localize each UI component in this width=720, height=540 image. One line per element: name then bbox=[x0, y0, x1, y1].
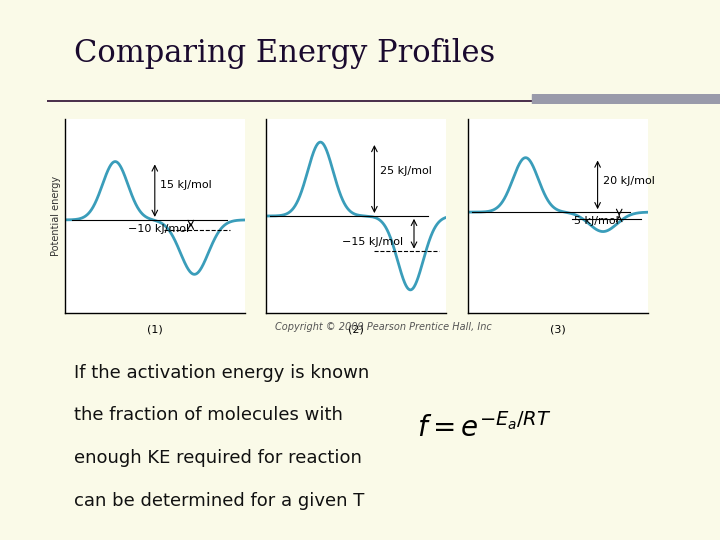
Text: 20 kJ/mol: 20 kJ/mol bbox=[603, 176, 655, 186]
Text: can be determined for a given T: can be determined for a given T bbox=[73, 492, 364, 510]
Bar bbox=[531, 94, 720, 104]
Text: Comparing Energy Profiles: Comparing Energy Profiles bbox=[73, 38, 495, 69]
Text: −15 kJ/mol: −15 kJ/mol bbox=[342, 237, 403, 246]
Text: $\mathit{f} = \mathit{e}^{-E_a/RT}$: $\mathit{f} = \mathit{e}^{-E_a/RT}$ bbox=[417, 413, 552, 443]
Text: Copyright © 2009 Pearson Prentice Hall, Inc: Copyright © 2009 Pearson Prentice Hall, … bbox=[275, 322, 492, 332]
Text: 5 kJ/mol: 5 kJ/mol bbox=[575, 216, 619, 226]
Text: (2): (2) bbox=[348, 325, 364, 335]
Text: If the activation energy is known: If the activation energy is known bbox=[73, 363, 369, 382]
Text: (1): (1) bbox=[147, 325, 163, 335]
Text: 25 kJ/mol: 25 kJ/mol bbox=[380, 166, 432, 176]
Text: enough KE required for reaction: enough KE required for reaction bbox=[73, 449, 361, 467]
Text: 15 kJ/mol: 15 kJ/mol bbox=[160, 180, 212, 190]
Text: −10 kJ/mol: −10 kJ/mol bbox=[128, 224, 189, 234]
Text: the fraction of molecules with: the fraction of molecules with bbox=[73, 406, 343, 424]
Y-axis label: Potential energy: Potential energy bbox=[50, 176, 60, 256]
Text: (3): (3) bbox=[550, 325, 566, 335]
